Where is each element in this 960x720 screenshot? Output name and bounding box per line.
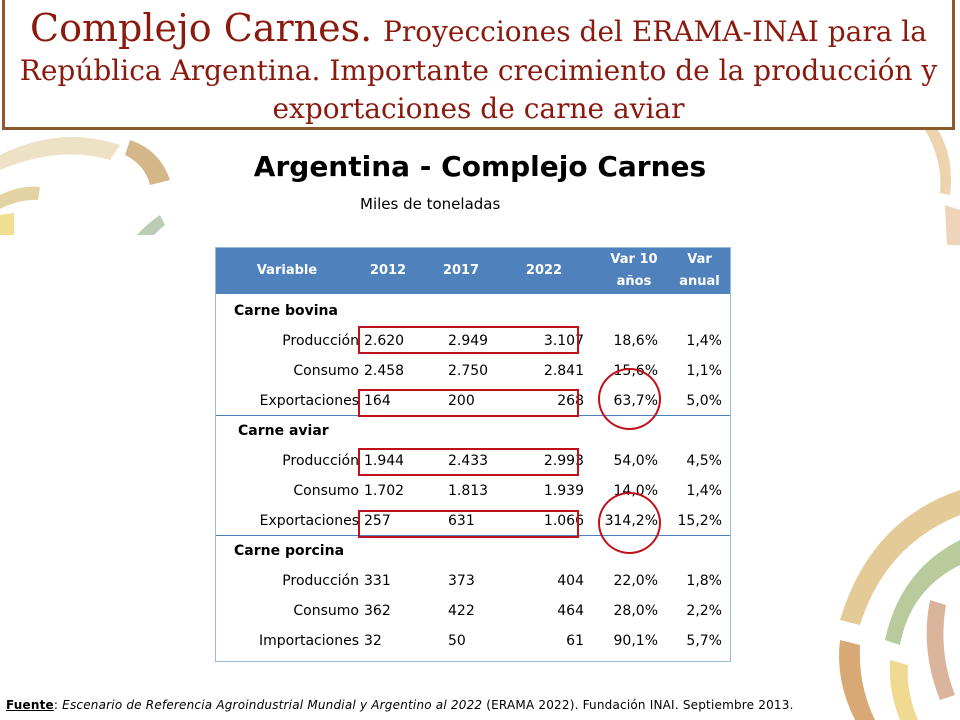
highlight-circle-aviar-var: [598, 492, 661, 554]
title-line-2: República Argentina. Importante crecimie…: [19, 54, 938, 87]
table-row: Producción 331 373 404 22,0% 1,8%: [216, 566, 730, 596]
cell-label: Consumo: [293, 603, 359, 619]
footer-italic: Escenario de Referencia Agroindustrial M…: [62, 698, 483, 712]
cell-v2012: 164: [364, 393, 391, 409]
cell-varanual: 1,8%: [686, 573, 722, 589]
highlight-circle-bovina-var: [598, 368, 661, 430]
cell-v2012: 2.620: [364, 333, 405, 349]
table-title: Argentina - Complejo Carnes: [253, 150, 707, 183]
cell-v2022: 61: [566, 633, 584, 649]
highlight-box-bovina-exportaciones: [358, 389, 579, 417]
cell-v2017: 373: [448, 573, 475, 589]
cell-var10: 18,6%: [613, 333, 658, 349]
header-2017: 2017: [442, 263, 480, 278]
cell-v2012: 1.702: [364, 483, 405, 499]
table-row: Consumo 1.702 1.813 1.939 14,0% 1,4%: [216, 476, 730, 506]
cell-v2012: 2.458: [364, 363, 405, 379]
cell-var10: 90,1%: [613, 633, 658, 649]
cell-v2022: 3.107: [543, 333, 584, 349]
footer-label: Fuente: [6, 698, 54, 712]
title-line-3: exportaciones de carne aviar: [272, 92, 685, 125]
cell-v2022: 404: [557, 573, 584, 589]
cell-varanual: 1,4%: [686, 333, 722, 349]
header-varanual: Var anual: [679, 252, 720, 289]
cell-v2017: 2.750: [448, 363, 489, 379]
cell-varanual: 5,0%: [686, 393, 722, 409]
cell-v2017: 2.949: [448, 333, 489, 349]
cell-v2012: 362: [364, 603, 391, 619]
footer-rest: (ERAMA 2022). Fundación INAI. Septiembre…: [482, 698, 794, 712]
highlight-box-aviar-produccion: [358, 448, 579, 476]
header-var10: Var 10 años: [610, 252, 658, 289]
cell-v2017: 50: [448, 633, 466, 649]
cell-label: Producción: [282, 573, 359, 589]
cell-v2017: 200: [448, 393, 475, 409]
header-variable: Variable: [256, 263, 318, 278]
highlight-box-aviar-exportaciones: [358, 510, 579, 538]
table-row: Importaciones 32 50 61 90,1% 5,7%: [216, 626, 730, 656]
table-row: Consumo 2.458 2.750 2.841 15,6% 1,1%: [216, 356, 730, 386]
cell-varanual: 1,4%: [686, 483, 722, 499]
decorative-swirl-bottom-right: [839, 490, 960, 720]
source-footer: Fuente: Escenario de Referencia Agroindu…: [6, 698, 794, 712]
title-main: Complejo Carnes.: [30, 6, 373, 50]
cell-label: Producción: [282, 453, 359, 469]
table-row: Consumo 362 422 464 28,0% 2,2%: [216, 596, 730, 626]
table-header: Variable 2012 2017 2022 Var 10 años Var …: [216, 248, 730, 294]
cell-label: Exportaciones: [259, 393, 359, 409]
cell-v2017: 1.813: [448, 483, 489, 499]
cell-varanual: 2,2%: [686, 603, 722, 619]
cell-v2022: 2.841: [543, 363, 584, 379]
table-row: Exportaciones 257 631 1.066 314,2% 15,2%: [216, 506, 730, 536]
cell-v2022: 2.993: [543, 453, 584, 469]
cell-v2017: 2.433: [448, 453, 489, 469]
cell-v2012: 257: [364, 513, 391, 529]
decorative-swirl-top-right: [925, 125, 960, 245]
cell-label: Exportaciones: [259, 513, 359, 529]
cell-v2022: 464: [557, 603, 584, 619]
cell-label: Consumo: [293, 363, 359, 379]
cell-label: Consumo: [293, 483, 359, 499]
title-line-1: Complejo Carnes. Proyecciones del ERAMA-…: [5, 0, 952, 52]
group-label: Carne bovina: [234, 303, 338, 319]
title-rest: Proyecciones del ERAMA-INAI para la: [383, 15, 927, 48]
unit-label: Miles de toneladas: [360, 195, 501, 213]
group-row: Carne bovina: [216, 296, 730, 326]
cell-v2017: 422: [448, 603, 475, 619]
highlight-box-bovina-produccion: [358, 326, 579, 354]
cell-v2012: 1.944: [364, 453, 405, 469]
footer-colon: :: [53, 698, 63, 712]
group-row: Carne aviar: [216, 416, 730, 446]
cell-label: Importaciones: [259, 633, 359, 649]
header-2022: 2022: [525, 263, 563, 278]
cell-var10: 54,0%: [613, 453, 658, 469]
data-table: Variable 2012 2017 2022 Var 10 años Var …: [215, 247, 731, 662]
cell-varanual: 5,7%: [686, 633, 722, 649]
cell-var10: 28,0%: [613, 603, 658, 619]
cell-label: Producción: [282, 333, 359, 349]
group-label: Carne aviar: [238, 423, 329, 439]
cell-v2022: 1.939: [543, 483, 584, 499]
cell-v2012: 331: [364, 573, 391, 589]
cell-var10: 22,0%: [613, 573, 658, 589]
group-separator: [216, 535, 730, 536]
title-box: Complejo Carnes. Proyecciones del ERAMA-…: [2, 0, 955, 130]
group-label: Carne porcina: [234, 543, 345, 559]
cell-v2022: 1.066: [543, 513, 584, 529]
cell-v2012: 32: [364, 633, 382, 649]
cell-v2017: 631: [448, 513, 475, 529]
cell-varanual: 4,5%: [686, 453, 722, 469]
table-row: Producción 2.620 2.949 3.107 18,6% 1,4%: [216, 326, 730, 356]
cell-varanual: 1,1%: [686, 363, 722, 379]
cell-varanual: 15,2%: [677, 513, 722, 529]
header-2012: 2012: [369, 263, 407, 278]
table-row: Producción 1.944 2.433 2.993 54,0% 4,5%: [216, 446, 730, 476]
group-row: Carne porcina: [216, 536, 730, 566]
